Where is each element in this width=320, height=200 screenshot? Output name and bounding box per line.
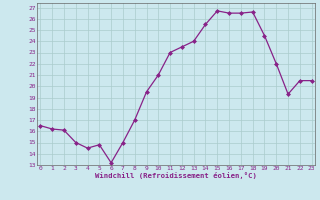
X-axis label: Windchill (Refroidissement éolien,°C): Windchill (Refroidissement éolien,°C)	[95, 172, 257, 179]
